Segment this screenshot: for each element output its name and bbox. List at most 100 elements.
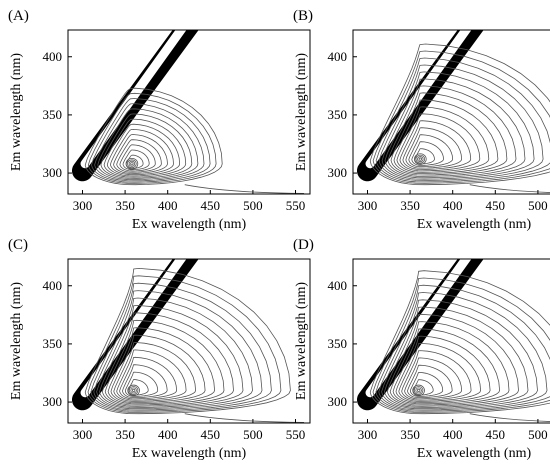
contour-line	[122, 364, 168, 399]
contour-line	[113, 134, 168, 174]
y-tick-label: 350	[43, 107, 63, 122]
contour-line	[395, 335, 491, 404]
x-axis-label: Ex wavelength (nm)	[417, 217, 532, 232]
y-axis-label: Em wavelength (nm)	[9, 53, 24, 172]
contour-line	[94, 103, 205, 182]
contour-line	[386, 313, 519, 407]
x-axis-label: Ex wavelength (nm)	[417, 446, 532, 461]
contour-line	[101, 312, 234, 407]
plot-frame	[67, 258, 311, 424]
contour-line	[405, 127, 463, 169]
tail-contour	[469, 413, 550, 422]
x-tick-label: 450	[486, 198, 506, 213]
plot-area	[356, 259, 550, 422]
contour-line	[97, 108, 199, 181]
contour-core	[127, 384, 140, 397]
contour-line	[412, 379, 434, 396]
contour-line	[389, 321, 510, 406]
tail-contour	[184, 184, 305, 194]
x-tick-label: 350	[400, 198, 420, 213]
contour-core	[128, 386, 139, 395]
contour-line	[369, 270, 550, 415]
contour-line	[398, 342, 482, 402]
x-tick-label: 500	[528, 427, 548, 442]
x-tick-label: 450	[201, 198, 221, 213]
x-tick-label: 350	[115, 427, 135, 442]
contour-line	[87, 275, 282, 413]
contour-line	[372, 277, 550, 413]
y-tick-label: 300	[328, 394, 348, 409]
x-tick-label: 300	[73, 427, 93, 442]
panel-label: (D)	[293, 237, 314, 253]
contour-core	[128, 160, 136, 167]
panel-c: (C) 300 350 400 450 500 550 300 350 400 Ex wavelen…	[8, 237, 311, 461]
plot-frame	[352, 258, 550, 424]
scatter-band-inner	[80, 259, 187, 398]
contour-core	[415, 387, 422, 394]
contour-line	[122, 149, 150, 171]
contour-line	[106, 123, 181, 177]
contour-line	[375, 57, 550, 183]
contour-line	[124, 371, 159, 397]
contour-core	[417, 156, 424, 163]
y-axis-label: Em wavelength (nm)	[294, 53, 309, 172]
contour-line	[378, 292, 548, 411]
contour-line	[375, 284, 550, 412]
contour-line	[116, 349, 187, 401]
contour-line	[90, 282, 272, 412]
x-tick-label: 350	[400, 427, 420, 442]
x-tick-label: 500	[243, 427, 263, 442]
y-tick-label: 300	[328, 165, 348, 180]
x-tick-label: 550	[286, 427, 306, 442]
contour-line	[393, 99, 499, 175]
contour-line	[409, 371, 444, 397]
plot-area	[71, 259, 305, 423]
x-tick-label: 450	[201, 427, 221, 442]
x-tick-label: 500	[243, 198, 263, 213]
contour-line	[113, 342, 197, 402]
contour-line	[104, 319, 225, 406]
y-tick-label: 400	[328, 49, 348, 64]
y-axis-label: Em wavelength (nm)	[9, 282, 24, 401]
y-tick-label: 350	[328, 107, 348, 122]
contour-core	[413, 386, 424, 395]
contour-line	[84, 267, 291, 415]
y-tick-label: 300	[43, 394, 63, 409]
plot-frame	[352, 29, 550, 195]
panel-label: (A)	[8, 8, 29, 24]
x-tick-label: 350	[115, 198, 135, 213]
contour-line	[116, 139, 162, 173]
panel-label: (C)	[8, 237, 28, 253]
contour-line	[404, 357, 463, 400]
scatter-band-inner	[365, 259, 472, 398]
x-tick-label: 300	[358, 198, 378, 213]
panel-label: (B)	[293, 8, 313, 24]
x-tick-label: 400	[443, 427, 463, 442]
scatter-band-inner	[365, 30, 472, 169]
x-tick-label: 400	[443, 198, 463, 213]
contour-line	[87, 92, 217, 184]
contour-core	[130, 162, 134, 166]
x-tick-label: 550	[286, 198, 306, 213]
contour-core	[125, 158, 139, 170]
plot-frame	[67, 29, 311, 195]
tail-contour	[469, 184, 550, 193]
contour-line	[103, 118, 187, 178]
contour-line	[399, 113, 481, 172]
y-tick-label: 350	[328, 336, 348, 351]
x-tick-label: 300	[358, 427, 378, 442]
contour-line	[100, 113, 193, 179]
contour-core	[130, 387, 137, 394]
contour-line	[401, 350, 472, 401]
scatter-band-inner	[80, 30, 187, 169]
x-tick-label: 400	[158, 198, 178, 213]
contour-core	[416, 388, 421, 392]
contour-line	[411, 141, 444, 166]
contour-line	[408, 134, 454, 168]
contour-line	[414, 148, 435, 165]
contour-line	[369, 43, 550, 186]
contour-core	[127, 159, 137, 169]
contour-core	[418, 157, 422, 161]
